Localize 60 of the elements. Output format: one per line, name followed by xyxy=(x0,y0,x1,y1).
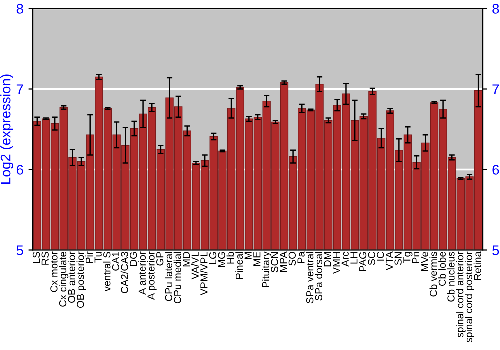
x-tick-label: Cb vermis xyxy=(430,252,438,297)
y-axis-title: Log2 (expression) xyxy=(0,74,14,184)
x-tick-label: A posterior xyxy=(147,252,157,300)
x-tick-label: A anterior xyxy=(138,252,146,296)
x-tick-label: GP xyxy=(156,252,164,266)
y-tick-label: 7 xyxy=(16,84,24,94)
x-tick-label: SO xyxy=(288,252,296,266)
x-tick-label: MPA xyxy=(280,252,288,272)
y2-tick-label: 8 xyxy=(492,4,500,14)
x-tick-label: DM xyxy=(324,252,332,267)
x-tick-label: IC xyxy=(377,252,384,261)
x-tick-label: SC xyxy=(368,252,376,266)
x-tick-label: PAG xyxy=(359,252,367,272)
x-tick-label: Retina xyxy=(474,252,482,280)
x-tick-label: Cx motor xyxy=(50,252,58,292)
x-tick-label: Pineal xyxy=(236,252,244,279)
x-tick-label: Cb nucleus xyxy=(447,252,455,302)
x-tick-label: spinal cord anterior xyxy=(456,252,466,338)
x-tick-label: CPu lateral xyxy=(165,252,172,302)
x-tick-label: LH xyxy=(350,252,358,264)
x-tick-label: Cx cingulate xyxy=(59,252,69,307)
x-tick-label: M xyxy=(244,252,252,260)
x-tick-label: VPM/VPL xyxy=(200,252,208,296)
x-tick-label: MVe xyxy=(421,252,428,272)
x-tick-label: Tg xyxy=(404,252,413,264)
x-tick-label: Pir xyxy=(86,252,93,264)
x-tick-label: ME xyxy=(254,252,261,266)
x-tick-label: Hb xyxy=(226,252,234,264)
x-tick-label: SPa dorsal xyxy=(315,252,322,301)
x-tick-label: spinal cord posterior xyxy=(465,252,474,343)
x-tick-label: LG xyxy=(209,252,217,264)
x-tick-label: LS xyxy=(32,252,40,264)
x-tick-label: CA1 xyxy=(112,252,120,271)
x-tick-label: Pn xyxy=(412,252,420,264)
x-tick-label: Tu xyxy=(94,252,102,263)
x-tick-label: VTA xyxy=(386,252,393,271)
x-tick-label: DG xyxy=(130,252,138,266)
x-tick-label: Pa xyxy=(298,252,305,264)
x-tick-label: OB anterior xyxy=(68,252,76,303)
x-tick-label: RS xyxy=(42,252,49,265)
y-tick-label: 6 xyxy=(16,165,24,175)
y-tick-label: 8 xyxy=(16,4,24,14)
x-tick-label: SN xyxy=(394,252,402,266)
y2-tick-label: 6 xyxy=(492,165,500,175)
x-tick-label: MD xyxy=(183,252,190,267)
x-tick-label: ventral S xyxy=(103,252,111,292)
x-tick-label: SPa ventral xyxy=(306,252,314,304)
x-tick-label: OB posterior xyxy=(76,252,86,308)
x-tick-label: CA2/CA3 xyxy=(120,252,128,294)
x-tick-label: MG xyxy=(218,252,226,268)
x-tick-label: CPu medial xyxy=(174,252,182,304)
x-tick-label: Pituitary xyxy=(262,252,272,288)
y2-tick-label: 7 xyxy=(492,84,500,94)
x-tick-label: VMH xyxy=(333,252,340,274)
x-tick-label: VA/VL xyxy=(192,252,199,280)
y2-tick-label: 5 xyxy=(492,246,500,256)
x-tick-label: Arc xyxy=(342,252,349,267)
x-tick-label: SCN xyxy=(271,252,278,273)
y-tick-label: 5 xyxy=(16,246,24,256)
x-tick-label: Cb lobe xyxy=(438,252,446,286)
